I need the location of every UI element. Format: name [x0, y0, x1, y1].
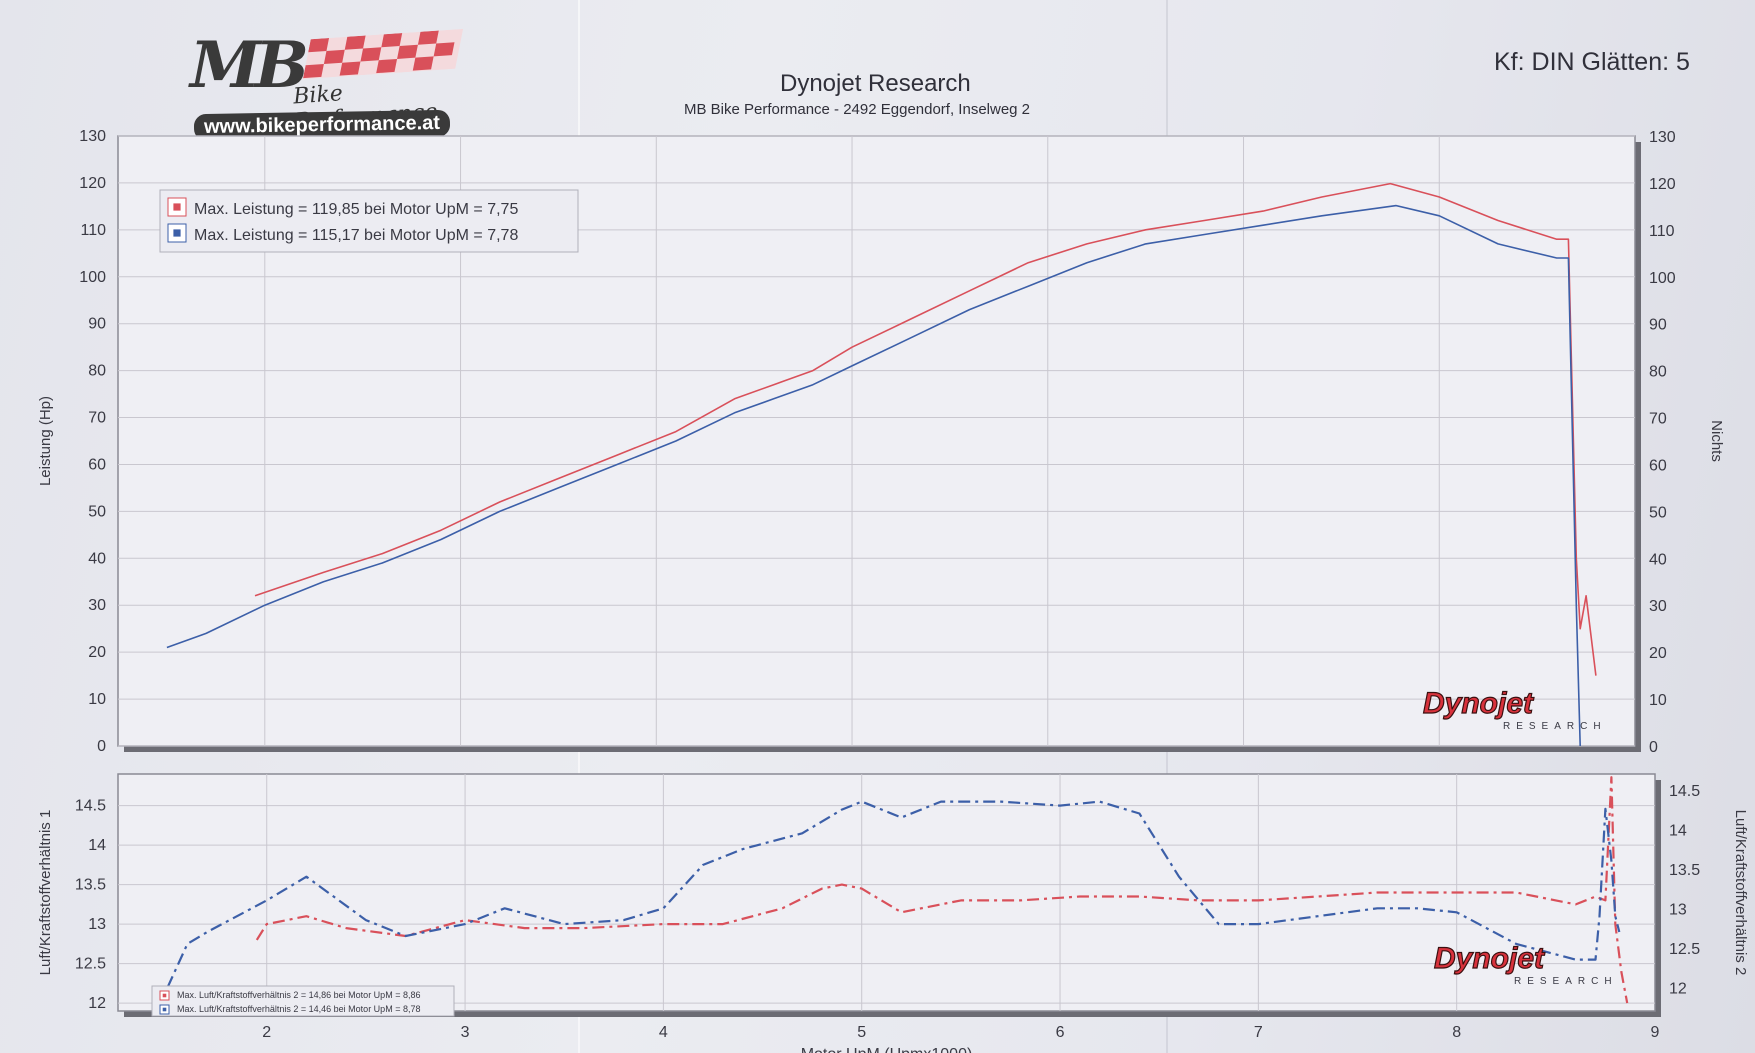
afr-chart: 12 12.5 13 13.5 14 14.5 12 12.5 13 13.5 14 14.5 2 3 4 5…	[37, 773, 1749, 1053]
y-right-tick-label: 60	[1649, 457, 1667, 474]
y-right-tick-label: 130	[1649, 129, 1676, 146]
y-right-tick-label: 110	[1649, 223, 1675, 240]
y-tick-label: 70	[88, 410, 106, 427]
y-tick-label: 50	[88, 503, 106, 520]
plot-area	[117, 773, 1656, 1012]
y-right-tick-label: 100	[1649, 270, 1676, 287]
y-right-tick-label: 40	[1649, 551, 1667, 568]
x-tick-label: 8	[1452, 1024, 1461, 1041]
dynojet-logo: Dynojet	[1434, 942, 1546, 975]
y-right-axis-label: Nichts	[1708, 420, 1725, 462]
y-right-tick-label: 10	[1649, 692, 1667, 709]
y-tick-label: 120	[79, 175, 106, 192]
x-tick-label: 5	[857, 1024, 866, 1041]
y-right-tick-label: 13	[1669, 901, 1687, 918]
legend-swatch-fill	[162, 1007, 167, 1012]
legend-entry: Max. Leistung = 115,17 bei Motor UpM = 7…	[194, 227, 518, 244]
y-axis-label: Leistung (Hp)	[37, 396, 54, 486]
x-tick-label: 7	[1254, 1024, 1263, 1041]
x-tick-label: 3	[461, 1024, 470, 1041]
y-tick-label: 130	[79, 128, 106, 145]
y-tick-label: 110	[80, 222, 106, 239]
y-tick-label: 40	[88, 550, 106, 567]
y-tick-label: 13	[88, 916, 106, 933]
y-tick-label: 100	[79, 269, 106, 286]
series-line	[166, 800, 1621, 988]
y-right-tick-label: 120	[1649, 176, 1676, 193]
y-right-tick-label: 14	[1669, 822, 1687, 839]
y-tick-label: 14	[88, 837, 106, 854]
power-chart: 0 10 20 30 40 50 60 70 80 90 100 110 120 130 0 10 20 30 40…	[37, 128, 1725, 756]
legend-swatch-fill	[173, 203, 181, 211]
y-tick-label: 13.5	[75, 877, 106, 894]
y-right-tick-label: 14.5	[1669, 783, 1700, 800]
series-line	[255, 776, 1629, 1004]
x-tick-label: 4	[659, 1024, 668, 1041]
y-tick-label: 10	[88, 691, 106, 708]
y-right-tick-label: 12	[1669, 980, 1687, 997]
y-tick-label: 20	[88, 644, 106, 661]
y-tick-label: 60	[88, 456, 106, 473]
y-tick-label: 30	[88, 597, 106, 614]
y-right-tick-label: 12.5	[1669, 941, 1700, 958]
y-right-tick-label: 80	[1649, 364, 1667, 381]
legend-entry: Max. Luft/Kraftstoffverhältnis 2 = 14,86…	[177, 990, 420, 1000]
checkered-flag-icon	[302, 28, 464, 80]
y-right-tick-label: 13.5	[1669, 862, 1700, 879]
smoothing-label: Kf: DIN Glätten: 5	[1494, 48, 1690, 76]
legend-swatch-fill	[162, 993, 167, 998]
y-right-axis-label: Luft/Kraftstoffverhältnis 2	[1732, 810, 1749, 976]
y-right-tick-label: 0	[1649, 739, 1658, 756]
legend-box	[151, 985, 455, 1017]
y-right-tick-label: 70	[1649, 411, 1667, 428]
y-right-tick-label: 20	[1649, 645, 1667, 662]
x-tick-label: 2	[262, 1024, 271, 1041]
dynojet-tagline: RESEARCH	[1503, 721, 1607, 732]
legend-box	[159, 189, 579, 253]
legend-entry: Max. Leistung = 119,85 bei Motor UpM = 7…	[194, 201, 518, 218]
dynojet-tagline: RESEARCH	[1514, 976, 1618, 987]
report-title: Dynojet Research	[780, 70, 971, 97]
y-tick-label: 0	[97, 738, 106, 755]
x-axis-label: Motor UpM (Upmx1000)	[801, 1046, 973, 1053]
mb-logo: MB Bike Performance www.bikeperformance.…	[190, 28, 480, 148]
y-tick-label: 12	[88, 995, 106, 1012]
y-tick-label: 80	[88, 363, 106, 380]
x-tick-label: 6	[1056, 1024, 1065, 1041]
legend-swatch-fill	[173, 229, 181, 237]
series-line	[166, 204, 1581, 747]
y-tick-label: 90	[88, 316, 106, 333]
y-right-tick-label: 50	[1649, 504, 1667, 521]
y-right-tick-label: 90	[1649, 317, 1667, 334]
logo-mark: MB	[190, 28, 309, 103]
dynojet-logo: Dynojet	[1423, 687, 1535, 720]
series-line	[254, 182, 1597, 676]
x-tick-label: 9	[1651, 1024, 1660, 1041]
y-right-tick-label: 30	[1649, 598, 1667, 615]
y-tick-label: 14.5	[75, 798, 106, 815]
legend-entry: Max. Luft/Kraftstoffverhältnis 2 = 14,46…	[177, 1004, 420, 1014]
report-subtitle: MB Bike Performance - 2492 Eggendorf, In…	[684, 101, 1031, 118]
y-tick-label: 12.5	[75, 956, 106, 973]
y-axis-label: Luft/Kraftstoffverhältnis 1	[37, 810, 54, 976]
